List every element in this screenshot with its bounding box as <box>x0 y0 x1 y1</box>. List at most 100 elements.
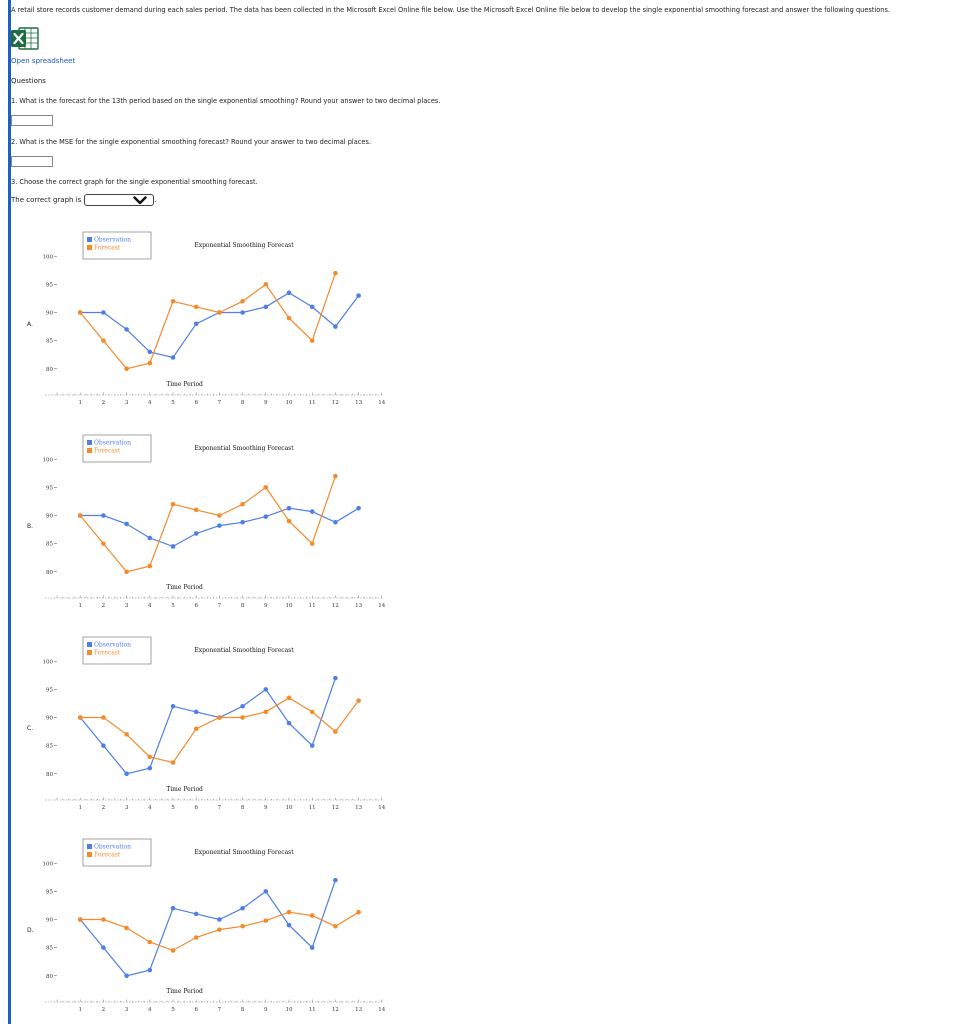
option-label-a: A. <box>27 321 33 328</box>
data-point-forecast <box>147 754 153 760</box>
data-point-observation <box>170 703 176 709</box>
y-tick-label: 95 <box>46 687 53 693</box>
data-point-forecast <box>77 917 83 922</box>
data-point-forecast <box>217 513 222 518</box>
x-tick-label: 4 <box>148 805 152 809</box>
x-tick-label: 9 <box>264 603 268 607</box>
legend-swatch <box>87 642 92 647</box>
data-point-forecast <box>263 709 269 715</box>
chart-option-c: 80 85 90 95 100 1 2 3 4 5 6 7 8 9 10 11 12 13 14 Exponentia… <box>41 634 421 811</box>
question-2-answer-input[interactable] <box>11 156 53 167</box>
x-tick-label: 1 <box>78 1007 82 1011</box>
x-tick-label: 5 <box>171 1007 175 1011</box>
legend-swatch <box>87 245 92 250</box>
data-point-observation <box>309 945 315 950</box>
legend-swatch <box>87 650 92 655</box>
data-point-forecast <box>170 501 176 507</box>
data-point-observation <box>356 293 361 298</box>
chart-title: Exponential Smoothing Forecast <box>194 647 294 654</box>
legend-swatch <box>87 844 92 849</box>
x-tick-label: 11 <box>309 603 316 607</box>
data-point-forecast <box>217 715 222 720</box>
x-tick-label: 3 <box>125 400 129 404</box>
x-axis-label: Time Period <box>166 381 203 388</box>
legend-label: Observation <box>94 440 131 447</box>
x-tick-label: 7 <box>218 603 222 607</box>
series-line-observation <box>79 879 336 977</box>
y-tick-label: 85 <box>46 339 53 345</box>
x-tick-label: 13 <box>355 400 362 404</box>
legend-label: Forecast <box>94 245 121 252</box>
x-tick-label: 3 <box>125 805 129 809</box>
data-point-observation <box>193 911 199 917</box>
data-point-observation <box>333 324 338 329</box>
legend-label: Forecast <box>94 852 121 859</box>
graph-select-dropdown[interactable] <box>84 194 155 206</box>
data-point-observation <box>193 321 199 327</box>
x-axis-label: Time Period <box>166 786 203 793</box>
y-tick-label: 95 <box>46 485 53 491</box>
data-point-forecast <box>147 939 153 945</box>
x-tick-label: 2 <box>102 603 106 607</box>
x-tick-label: 10 <box>286 805 293 809</box>
data-point-observation <box>101 310 106 315</box>
question-3-text: 3. Choose the correct graph for the sing… <box>11 178 258 186</box>
graph-prompt: The correct graph is <box>11 196 82 204</box>
y-tick-label: 85 <box>46 542 53 548</box>
data-point-observation <box>217 917 222 922</box>
x-tick-label: 5 <box>171 603 175 607</box>
chart-option-a: 80 85 90 95 100 1 2 3 4 5 6 7 8 9 10 11 12 13 14 Exponentia… <box>41 229 421 406</box>
data-point-observation <box>263 889 269 894</box>
questions-heading: Questions <box>11 77 46 85</box>
data-point-forecast <box>263 918 269 923</box>
data-point-forecast <box>193 304 199 310</box>
x-tick-label: 7 <box>218 1007 222 1011</box>
data-point-forecast <box>309 709 315 715</box>
x-tick-label: 1 <box>78 400 82 404</box>
data-point-forecast <box>124 569 129 575</box>
data-point-forecast <box>286 315 292 321</box>
option-label-d: D. <box>27 927 34 934</box>
data-point-forecast <box>101 917 106 922</box>
data-point-forecast <box>101 715 106 720</box>
data-point-forecast <box>217 310 222 315</box>
x-tick-label: 6 <box>194 400 198 404</box>
data-point-forecast <box>124 366 129 372</box>
open-spreadsheet-link[interactable]: Open spreadsheet <box>11 57 76 65</box>
x-tick-label: 4 <box>148 1007 152 1011</box>
x-tick-label: 1 <box>78 603 82 607</box>
data-point-observation <box>147 765 153 771</box>
data-point-forecast <box>217 927 222 932</box>
legend-label: Observation <box>94 237 131 244</box>
data-point-forecast <box>356 698 361 703</box>
x-tick-label: 9 <box>264 400 268 404</box>
y-tick-label: 80 <box>46 570 53 576</box>
chart-option-d: 80 85 90 95 100 1 2 3 4 5 6 7 8 9 10 11 12 13 14 Exponentia… <box>41 836 421 1013</box>
legend-label: Forecast <box>94 650 121 657</box>
x-tick-label: 13 <box>355 603 362 607</box>
data-point-forecast <box>124 732 129 737</box>
x-tick-label: 4 <box>148 603 152 607</box>
x-tick-label: 8 <box>241 603 245 607</box>
data-point-forecast <box>101 541 106 546</box>
x-tick-label: 14 <box>378 805 385 809</box>
data-point-forecast <box>309 541 315 546</box>
data-point-observation <box>240 905 245 911</box>
data-point-observation <box>170 905 176 911</box>
data-point-observation <box>124 521 129 527</box>
legend-swatch <box>87 440 92 445</box>
data-point-observation <box>101 743 106 748</box>
data-point-observation <box>240 310 245 315</box>
x-tick-label: 6 <box>194 603 198 607</box>
data-point-forecast <box>193 726 199 732</box>
data-point-forecast <box>356 909 361 915</box>
data-point-observation <box>147 349 153 355</box>
excel-icon[interactable] <box>11 27 39 50</box>
data-point-forecast <box>193 935 199 940</box>
data-point-forecast <box>333 729 338 734</box>
data-point-forecast <box>77 310 83 315</box>
x-tick-label: 3 <box>125 1007 129 1011</box>
question-1-answer-input[interactable] <box>11 115 53 126</box>
